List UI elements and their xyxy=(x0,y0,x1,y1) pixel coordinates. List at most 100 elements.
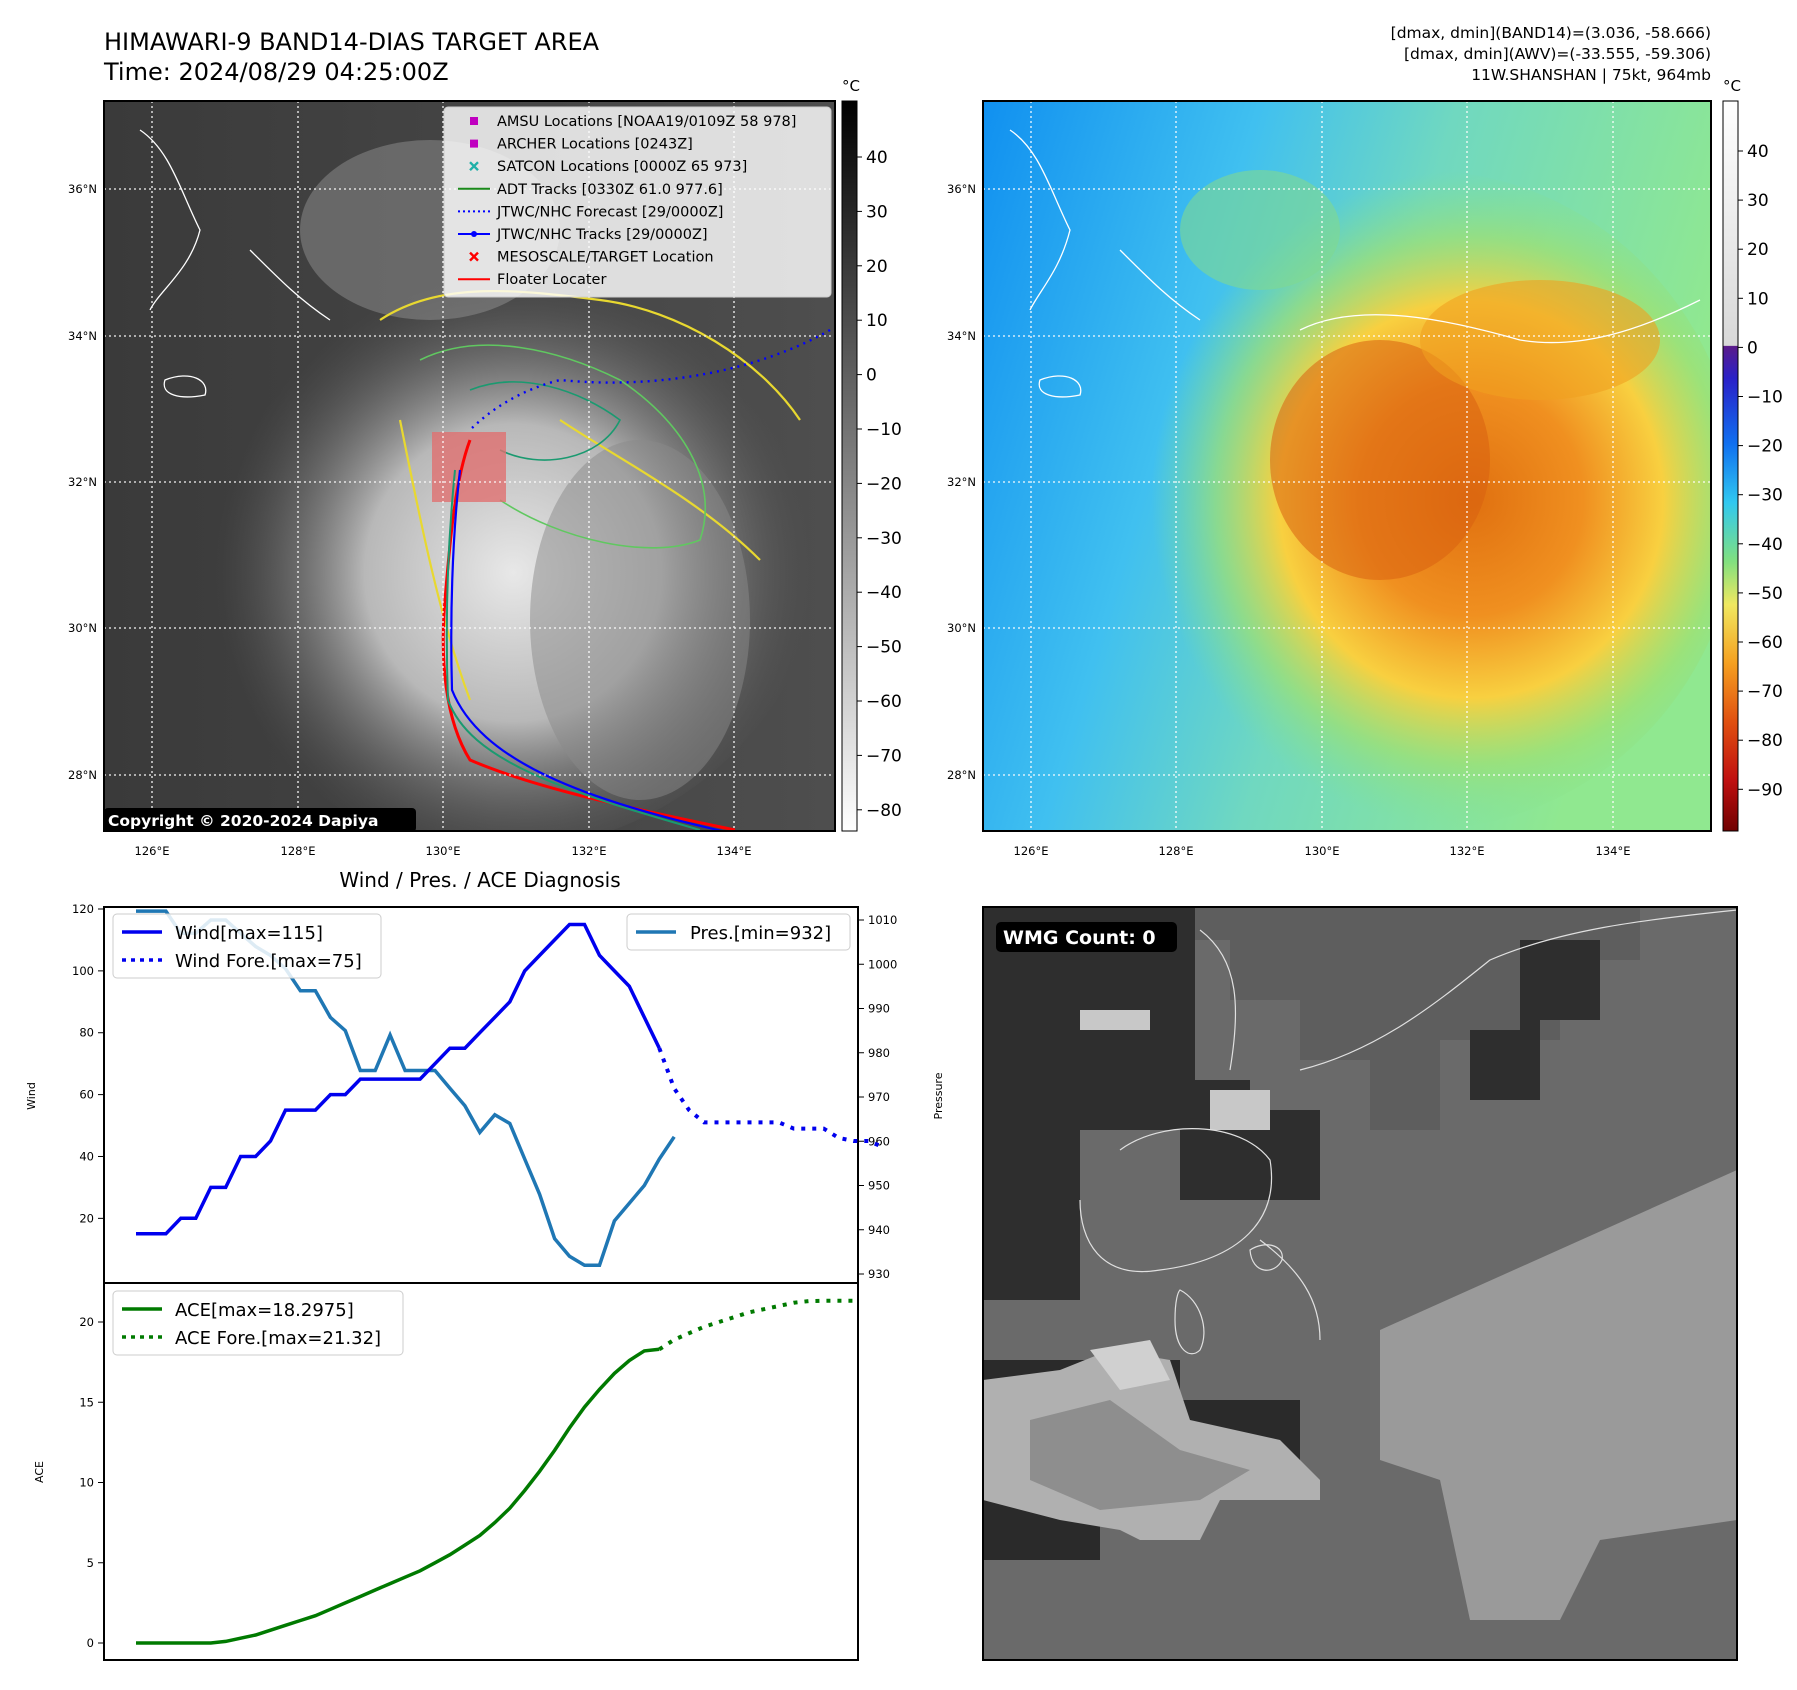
colorbar-tick-label: 10 xyxy=(866,311,888,331)
lat-tick-label: 30°N xyxy=(947,621,976,635)
colorbar-tick-label: 20 xyxy=(1747,240,1769,260)
legend-label: Floater Locater xyxy=(497,272,606,288)
legend-marker-x xyxy=(469,251,479,262)
lon-tick-label: 126°E xyxy=(1014,844,1049,858)
colorbar-tick-label: 10 xyxy=(1747,289,1769,309)
colorbar-color: °C 40 30 20 10 0 −10 −20 −30 −40 −50 −60 −70 −80 −90 xyxy=(1722,77,1783,832)
map-axis-ticks: 126°E 126°E 128°E 128°E 130°E 130°E 132°E 132°E… xyxy=(68,182,1630,858)
wind-axis-label: Wind xyxy=(25,1082,38,1110)
legend-marker-square xyxy=(470,139,478,148)
colorbar-tick-label: −60 xyxy=(1747,633,1783,653)
pressure-y-tick-label: 980 xyxy=(868,1046,890,1060)
lon-tick-label: 134°E xyxy=(1596,844,1631,858)
colorbar-tick-label: −80 xyxy=(866,801,902,821)
ace-legend: ACE[max=18.2975] ACE Fore.[max=21.32] xyxy=(112,1290,404,1356)
wmg-panel: WMG Count: 0 xyxy=(982,906,1738,1661)
legend-wind-forecast: Wind Fore.[max=75] xyxy=(175,951,362,972)
wind-y-tick-label: 20 xyxy=(79,1211,94,1225)
pressure-axis-label: Pressure xyxy=(932,1072,945,1119)
ace-y-tick-label: 0 xyxy=(87,1636,94,1650)
wind-y-tick-label: 100 xyxy=(72,964,94,978)
legend-label: ADT Tracks [0330Z 61.0 977.6] xyxy=(497,182,723,198)
ir-map-panel: AMSU Locations [NOAA19/0109Z 58 978] ARCH… xyxy=(103,100,836,832)
wind-line xyxy=(136,922,661,1236)
pressure-y-tick-label: 1000 xyxy=(868,957,897,971)
wind-forecast-line xyxy=(657,1047,885,1150)
legend-label: MESOSCALE/TARGET Location xyxy=(497,250,714,266)
wind-y-tick-label: 120 xyxy=(72,902,94,916)
pressure-legend: Pres.[min=932] xyxy=(626,913,851,951)
colorbar-gray-unit: °C xyxy=(842,77,860,95)
legend-label: JTWC/NHC Tracks [29/0000Z] xyxy=(496,227,708,243)
lat-tick-label: 34°N xyxy=(947,329,976,343)
copyright-label: Copyright © 2020-2024 Dapiya xyxy=(108,812,378,830)
lon-tick-label: 126°E xyxy=(135,844,170,858)
colorbar-tick-label: −20 xyxy=(866,474,902,494)
wind-y-tick-label: 60 xyxy=(79,1088,94,1102)
figure-title: HIMAWARI-9 BAND14-DIAS TARGET AREA xyxy=(104,28,600,56)
ace-y-tick-label: 10 xyxy=(79,1476,94,1490)
figure-time: Time: 2024/08/29 04:25:00Z xyxy=(103,58,449,86)
colorbar-tick-label: 40 xyxy=(866,148,888,168)
map-legend: AMSU Locations [NOAA19/0109Z 58 978] ARCH… xyxy=(443,106,832,298)
pressure-y-tick-label: 930 xyxy=(868,1267,890,1281)
ace-y-tick-label: 15 xyxy=(79,1395,94,1409)
legend-pressure: Pres.[min=932] xyxy=(690,923,831,944)
colorbar-tick-label: −30 xyxy=(1747,486,1783,506)
lat-tick-label: 30°N xyxy=(68,621,97,635)
colorbar-tick-label: −30 xyxy=(866,529,902,549)
legend-label: ARCHER Locations [0243Z] xyxy=(497,137,693,153)
legend-ace: ACE[max=18.2975] xyxy=(175,1300,354,1321)
pressure-y-tick-label: 950 xyxy=(868,1179,890,1193)
lon-tick-label: 132°E xyxy=(572,844,607,858)
lon-tick-label: 130°E xyxy=(426,844,461,858)
colorbar-tick-label: −60 xyxy=(866,692,902,712)
colorbar-tick-label: −40 xyxy=(1747,535,1783,555)
colorbar-tick-label: −10 xyxy=(866,420,902,440)
lon-tick-label: 134°E xyxy=(717,844,752,858)
colorbar-tick-label: −70 xyxy=(1747,682,1783,702)
legend-marker-dot xyxy=(471,231,477,237)
legend-label: SATCON Locations [0000Z 65 973] xyxy=(497,159,747,175)
lat-tick-label: 36°N xyxy=(947,182,976,196)
lat-tick-label: 32°N xyxy=(947,475,976,489)
ace-line xyxy=(136,1347,660,1645)
colorbar-tick-label: −90 xyxy=(1747,780,1783,800)
legend-label: AMSU Locations [NOAA19/0109Z 58 978] xyxy=(497,114,796,130)
pressure-y-tick-label: 1010 xyxy=(868,913,897,927)
lat-tick-label: 34°N xyxy=(68,329,97,343)
colorbar-tick-label: −70 xyxy=(866,746,902,766)
info-line-1: [dmax, dmin](BAND14)=(3.036, -58.666) xyxy=(1391,24,1711,42)
info-line-3: 11W.SHANSHAN | 75kt, 964mb xyxy=(1471,66,1711,84)
colorbar-tick-label: 0 xyxy=(1747,338,1758,358)
wind-y-tick-label: 80 xyxy=(79,1026,94,1040)
pressure-y-tick-label: 970 xyxy=(868,1090,890,1104)
colorbar-tick-label: 20 xyxy=(866,257,888,277)
colorbar-tick-label: 40 xyxy=(1747,142,1769,162)
colorbar-tick-label: −20 xyxy=(1747,437,1783,457)
lat-tick-label: 28°N xyxy=(947,768,976,782)
lat-tick-label: 28°N xyxy=(68,768,97,782)
awv-map-panel xyxy=(982,100,1712,832)
colorbar-tick-label: −50 xyxy=(866,638,902,658)
legend-marker-square xyxy=(470,117,478,125)
wind-pressure-chart: 120 100 80 60 40 20 1010 1000 990 980 970 960 950 940… xyxy=(25,902,945,1284)
legend-label: JTWC/NHC Forecast [29/0000Z] xyxy=(496,204,723,220)
wmg-count-label: WMG Count: 0 xyxy=(1003,927,1156,949)
info-line-2: [dmax, dmin](AWV)=(-33.555, -59.306) xyxy=(1404,45,1711,63)
colorbar-tick-label: −80 xyxy=(1747,731,1783,751)
ace-chart: 20 15 10 5 0 ACE ACE[max=18.2975] ACE Fore.[… xyxy=(33,1282,859,1661)
wind-y-tick-label: 40 xyxy=(79,1149,94,1163)
ace-forecast-line xyxy=(658,1298,854,1351)
colorbar-tick-label: −40 xyxy=(866,583,902,603)
colorbar-tick-label: 0 xyxy=(866,366,877,386)
diagnosis-title: Wind / Pres. / ACE Diagnosis xyxy=(339,868,620,892)
colorbar-color-unit: °C xyxy=(1723,77,1741,95)
lon-tick-label: 132°E xyxy=(1450,844,1485,858)
lon-tick-label: 128°E xyxy=(1159,844,1194,858)
ace-axis-label: ACE xyxy=(33,1461,46,1483)
colorbar-tick-label: −10 xyxy=(1747,388,1783,408)
pressure-y-tick-label: 940 xyxy=(868,1223,890,1237)
lat-tick-label: 32°N xyxy=(68,475,97,489)
